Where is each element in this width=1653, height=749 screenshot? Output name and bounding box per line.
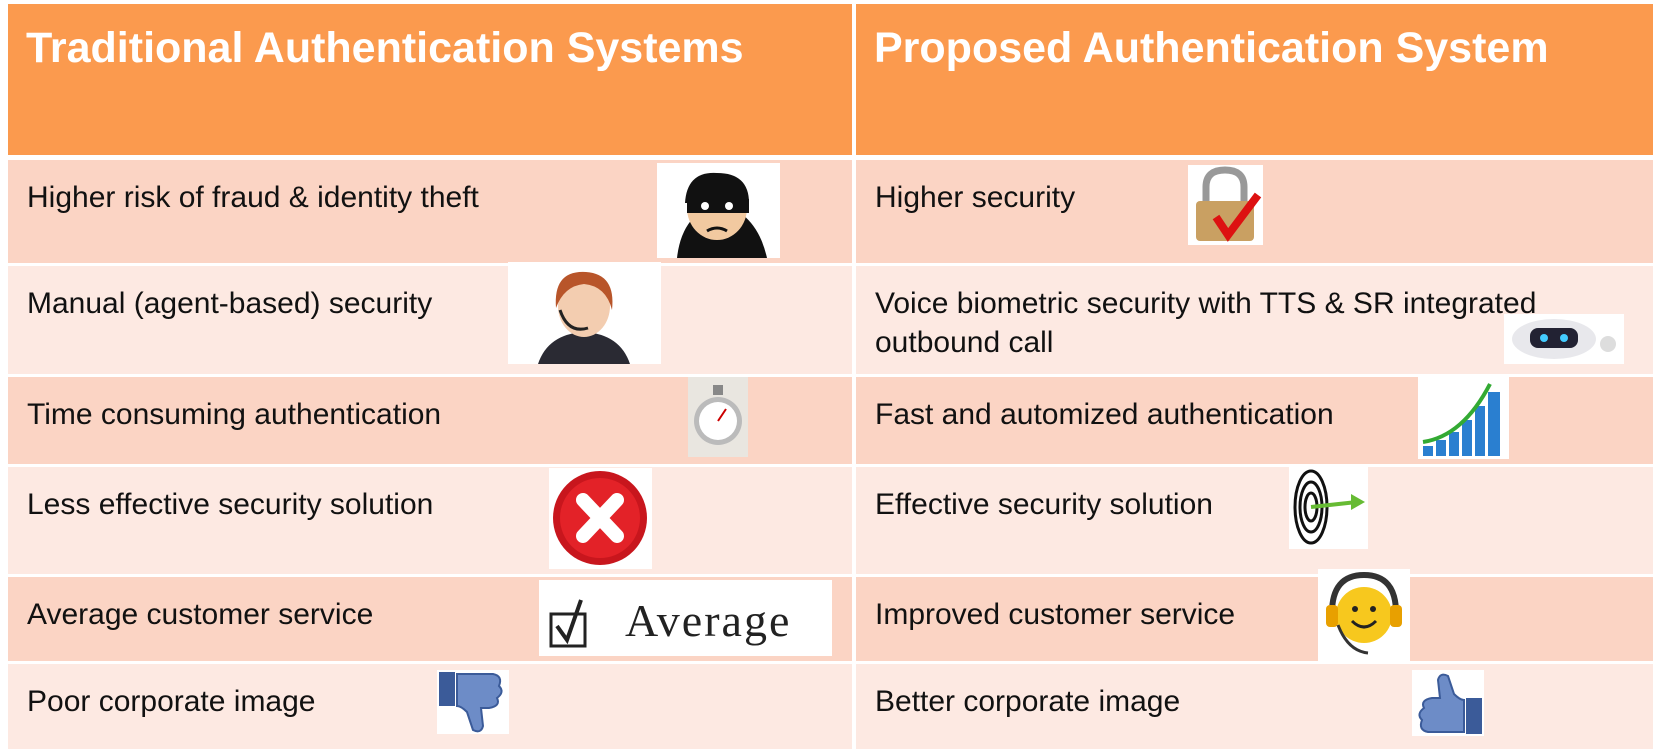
header-cell: Proposed Authentication System [856,4,1653,155]
cell-text: Better corporate image [875,685,1181,718]
cell: Fast and automized authentication [856,377,1653,464]
thumbs-up-icon [1412,670,1484,736]
cell: Better corporate image [856,664,1653,749]
checkbox-icon [549,599,587,648]
growth-chart-icon [1418,376,1509,459]
cell: Higher security [856,160,1653,263]
header-text: Traditional Authentication Systems [26,24,744,72]
cell-text: Voice biometric security with TTS & SR i… [875,287,1537,359]
badge-text: Average [625,595,792,646]
thumbs-down-icon [437,670,509,734]
thief-icon [657,163,780,258]
cell-text: Improved customer service [875,598,1236,631]
header-cell: Traditional Authentication Systems [8,4,852,155]
cell-text: Time consuming authentication [27,398,442,431]
cell-text: Effective security solution [875,488,1213,521]
cell-text: Poor corporate image [27,685,316,718]
cell-text: Manual (agent-based) security [27,287,433,320]
lock-icon [1188,165,1263,245]
stopwatch-icon [688,377,748,457]
cell: Less effective security solution [8,467,852,574]
target-icon [1289,466,1368,549]
headset-smiley-icon [1318,569,1410,661]
cell-text: Higher risk of fraud & identity theft [27,181,479,214]
average-badge: Average [539,580,832,656]
agent-icon [508,262,661,364]
cell-text: Fast and automized authentication [875,398,1334,431]
header-text: Proposed Authentication System [874,24,1549,72]
cell: Improved customer service [856,577,1653,661]
cell-text: Higher security [875,181,1076,214]
robot-icon [1504,314,1624,364]
cell: Effective security solution [856,467,1653,574]
cell-text: Average customer service [27,598,374,631]
cross-icon [549,468,652,569]
cell: Poor corporate image [8,664,852,749]
cell-text: Less effective security solution [27,488,434,521]
cell: Manual (agent-based) security [8,266,852,374]
